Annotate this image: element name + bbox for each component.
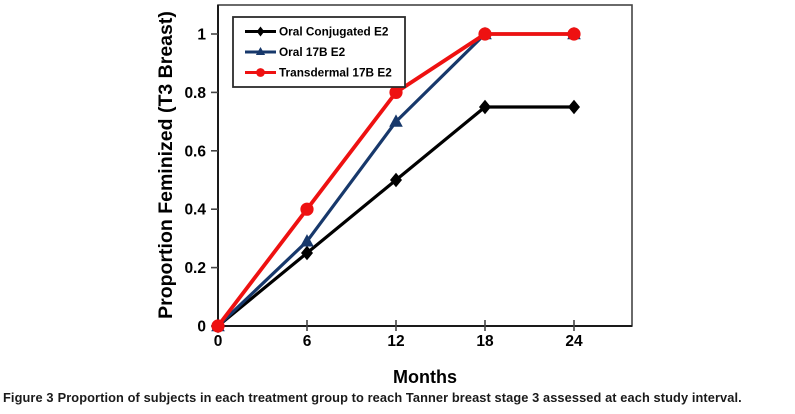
y-tick-label: 0.8 [184,85,206,102]
data-point-oral-conjugated-e2-6 [301,245,313,261]
x-tick-label: 12 [387,333,404,350]
x-axis-title: Months [393,367,457,387]
x-axis: 0 6 12 18 24 [214,320,583,350]
figure-caption-text: Proportion of subjects in each treatment… [57,390,742,405]
data-point-oral-conjugated-e2-18 [479,99,491,115]
y-tick-label: 0 [197,319,206,336]
legend-label: Transdermal 17B E2 [279,66,392,80]
x-tick-label: 18 [476,333,494,350]
legend-swatch-marker [255,47,266,55]
x-tick-label: 24 [565,333,583,350]
legend-label: Oral Conjugated E2 [279,25,389,39]
legend-label: Oral 17B E2 [279,45,346,59]
series-oral-conjugated-e2 [212,99,580,334]
legend-swatch-marker [256,26,265,37]
data-point-transdermal-17b-e2-0 [211,319,225,333]
data-point-oral-17b-e2-12 [389,114,403,127]
axes [217,5,632,327]
series-transdermal-17b-e2 [211,27,581,333]
data-point-transdermal-17b-e2-6 [300,202,314,216]
legend-swatch-marker [256,68,265,77]
y-axis: 0 0.2 0.4 0.6 0.8 1 [184,27,218,336]
data-point-oral-17b-e2-6 [300,234,314,247]
y-tick-label: 0.2 [184,260,206,277]
chart: 0 0.2 0.4 0.6 0.8 1 0 6 12 18 24 Months Proportion F… [155,4,633,387]
data-point-oral-conjugated-e2-24 [568,99,580,115]
y-axis-title: Proportion Feminized (T3 Breast) [155,11,177,319]
y-tick-label: 0.6 [184,143,206,160]
data-point-transdermal-17b-e2-18 [478,27,492,41]
legend: Oral Conjugated E2 Oral 17B E2 Transdermal… [232,16,406,88]
series-line [216,105,576,328]
legend-item-oral-conjugated-e2: Oral Conjugated E2 [245,25,389,39]
legend-item-transdermal-17b-e2: Transdermal 17B E2 [245,66,392,80]
x-tick-label: 6 [303,333,312,350]
legend-item-oral-17b-e2: Oral 17B E2 [245,45,346,59]
data-point-transdermal-17b-e2-12 [389,85,403,99]
figure-caption: Figure 3 Proportion of subjects in each t… [3,390,793,405]
figure-caption-label: Figure 3 [3,390,54,405]
x-tick-label: 0 [214,333,223,350]
data-point-transdermal-17b-e2-24 [567,27,581,41]
y-tick-label: 1 [197,27,206,44]
data-point-oral-conjugated-e2-12 [390,172,402,188]
y-tick-label: 0.4 [184,202,206,219]
